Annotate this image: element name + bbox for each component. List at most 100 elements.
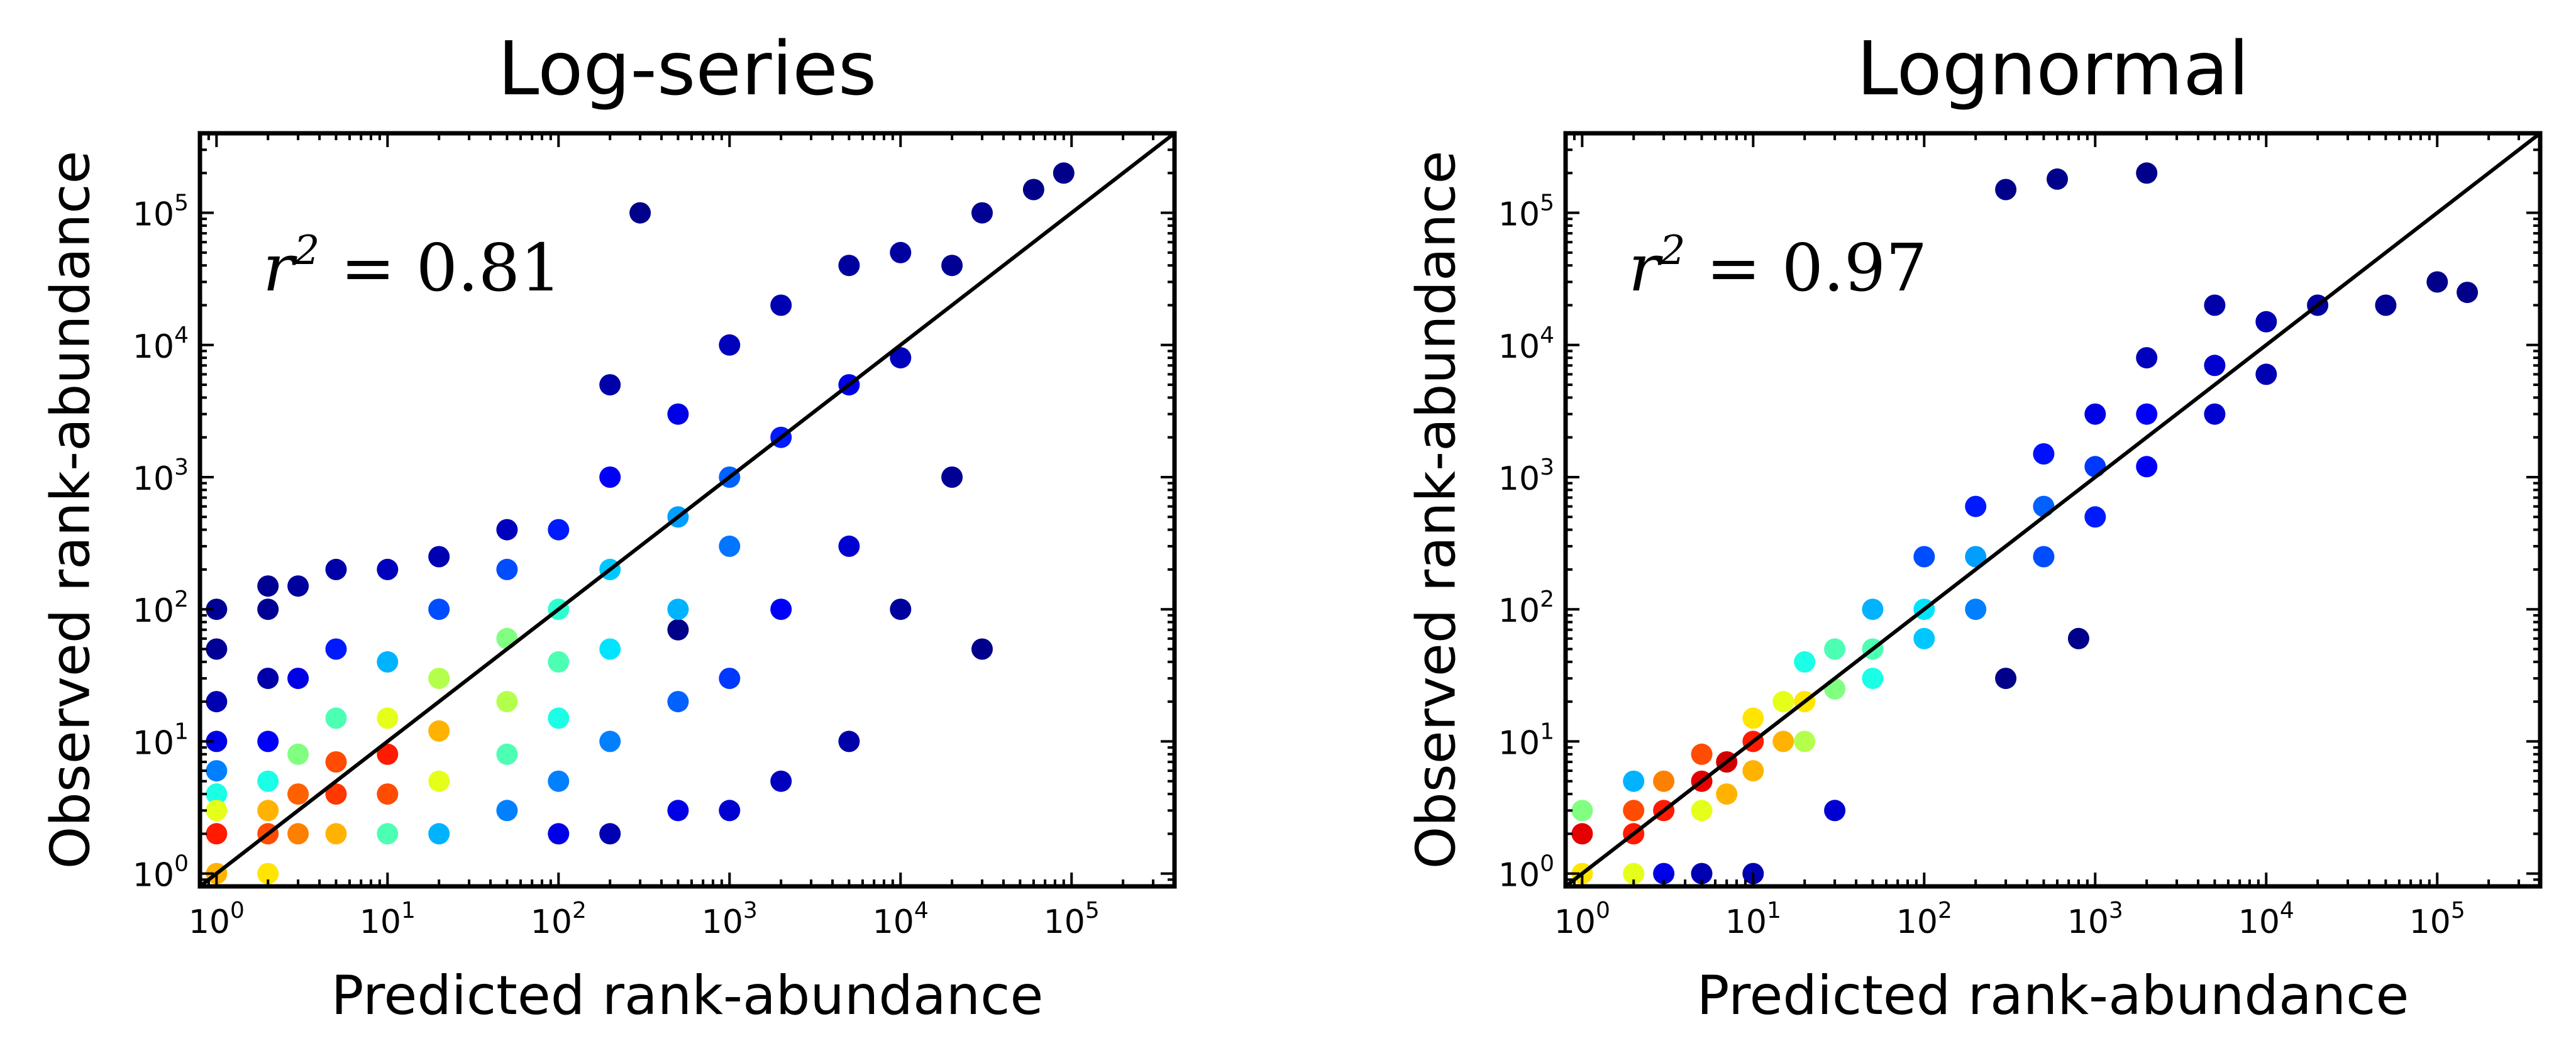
data-point bbox=[599, 638, 621, 660]
data-point bbox=[1691, 743, 1713, 765]
data-point bbox=[2136, 403, 2158, 425]
tick-label-exponent: 0 bbox=[230, 898, 245, 923]
data-point bbox=[890, 347, 912, 369]
data-point bbox=[2033, 495, 2055, 517]
data-point bbox=[599, 374, 621, 396]
data-point bbox=[287, 823, 309, 845]
data-point bbox=[2457, 282, 2479, 304]
data-point bbox=[496, 519, 518, 541]
tick-label-base: 10 bbox=[1498, 857, 1540, 895]
data-point bbox=[719, 334, 741, 356]
tick-label-base: 10 bbox=[2067, 903, 2109, 941]
tick-label-base: 10 bbox=[1498, 724, 1540, 762]
data-point bbox=[838, 535, 860, 557]
x-tick-label: 104 bbox=[2238, 898, 2294, 941]
tick-label-exponent: 1 bbox=[1767, 898, 1781, 923]
data-point bbox=[1862, 668, 1884, 690]
data-point bbox=[2255, 311, 2277, 333]
tick-label-base: 10 bbox=[360, 903, 401, 941]
data-point bbox=[971, 202, 993, 224]
tick-label-base: 10 bbox=[133, 328, 174, 366]
data-point bbox=[325, 783, 347, 805]
r-squared-exponent: 2 bbox=[294, 228, 320, 274]
data-point bbox=[1653, 862, 1675, 884]
data-point bbox=[599, 823, 621, 845]
data-point bbox=[257, 668, 279, 690]
y-axis-label: Observed rank-abundance bbox=[1405, 151, 1468, 869]
data-point bbox=[325, 707, 347, 729]
data-point bbox=[206, 760, 228, 782]
x-tick-label: 100 bbox=[189, 898, 245, 941]
y-tick-label: 104 bbox=[133, 322, 189, 366]
data-point bbox=[377, 743, 399, 765]
y-tick-label: 103 bbox=[1498, 455, 1554, 498]
tick-label-exponent: 1 bbox=[174, 719, 189, 744]
data-point bbox=[206, 823, 228, 845]
data-point bbox=[428, 770, 450, 792]
data-point bbox=[1772, 691, 1794, 713]
data-point bbox=[1653, 770, 1675, 792]
tick-label-base: 10 bbox=[133, 592, 174, 630]
tick-label-exponent: 5 bbox=[1085, 898, 1100, 923]
tick-label-base: 10 bbox=[1498, 460, 1540, 498]
tick-label-exponent: 2 bbox=[1938, 898, 1952, 923]
data-point bbox=[1742, 760, 1764, 782]
data-point bbox=[1623, 770, 1645, 792]
data-point bbox=[2084, 506, 2106, 528]
data-point bbox=[496, 743, 518, 765]
data-point bbox=[1965, 546, 1987, 568]
data-point bbox=[1995, 668, 2017, 690]
data-point bbox=[377, 707, 399, 729]
data-point bbox=[838, 255, 860, 277]
data-point bbox=[257, 575, 279, 597]
data-point bbox=[206, 730, 228, 752]
data-point bbox=[2033, 443, 2055, 465]
data-point bbox=[2067, 627, 2089, 649]
data-point bbox=[2204, 403, 2226, 425]
data-point bbox=[377, 783, 399, 805]
data-point bbox=[548, 651, 570, 673]
tick-label-base: 10 bbox=[1044, 903, 1085, 941]
tick-label-exponent: 0 bbox=[1596, 898, 1610, 923]
data-point bbox=[2084, 456, 2106, 478]
y-tick-label: 101 bbox=[133, 719, 189, 762]
plot-frame bbox=[197, 131, 1177, 889]
data-point bbox=[1794, 730, 1816, 752]
data-point bbox=[325, 638, 347, 660]
data-point bbox=[599, 730, 621, 752]
tick-label-base: 10 bbox=[702, 903, 743, 941]
tick-label-base: 10 bbox=[133, 196, 174, 234]
data-point bbox=[1965, 495, 1987, 517]
data-point bbox=[377, 651, 399, 673]
x-tick-label: 101 bbox=[1725, 898, 1781, 941]
chart-title: Lognormal bbox=[1857, 25, 2249, 112]
x-tick-label: 103 bbox=[702, 898, 758, 941]
data-point bbox=[1742, 707, 1764, 729]
data-point bbox=[496, 558, 518, 580]
tick-label-base: 10 bbox=[189, 903, 230, 941]
data-point bbox=[1913, 546, 1935, 568]
x-axis-label: Predicted rank-abundance bbox=[331, 964, 1044, 1027]
data-point bbox=[770, 598, 792, 620]
data-point bbox=[667, 598, 689, 620]
data-point bbox=[257, 800, 279, 822]
data-point bbox=[2136, 456, 2158, 478]
tick-label-base: 10 bbox=[2409, 903, 2451, 941]
data-point bbox=[2047, 168, 2068, 190]
y-tick-label: 105 bbox=[1498, 190, 1554, 234]
data-point bbox=[257, 598, 279, 620]
data-point bbox=[206, 800, 228, 822]
data-point bbox=[206, 598, 228, 620]
x-tick-label: 101 bbox=[360, 898, 416, 941]
tick-label-exponent: 1 bbox=[401, 898, 416, 923]
x-tick-label: 102 bbox=[531, 898, 587, 941]
data-point bbox=[287, 783, 309, 805]
data-point bbox=[548, 823, 570, 845]
data-point bbox=[719, 535, 741, 557]
data-point bbox=[1053, 162, 1075, 184]
data-point bbox=[1623, 862, 1645, 884]
data-point bbox=[2375, 294, 2397, 316]
data-point bbox=[2033, 546, 2055, 568]
